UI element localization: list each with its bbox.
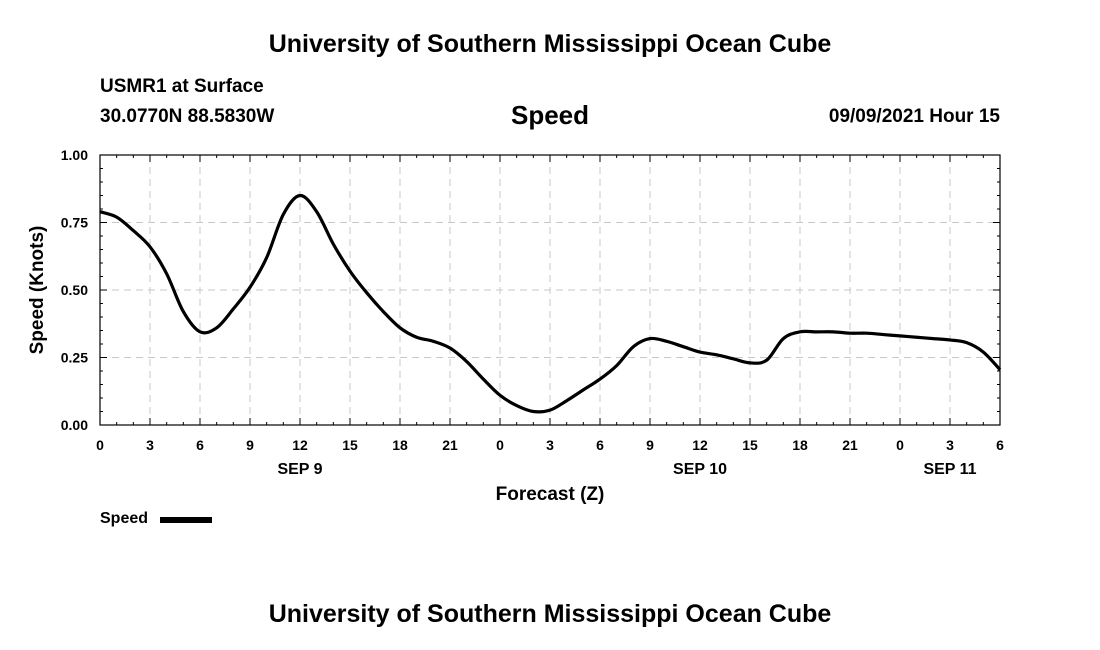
station-label: USMR1 at Surface xyxy=(100,76,264,97)
valid-time-label: 09/09/2021 Hour 15 xyxy=(828,106,1000,127)
bottom-title: University of Southern Mississippi Ocean… xyxy=(268,600,832,628)
date-label: SEP 9 xyxy=(277,461,322,478)
x-tick-label: 21 xyxy=(842,437,858,453)
coordinates-label: 30.0770N 88.5830W xyxy=(100,106,275,127)
variable-title: Speed xyxy=(510,100,590,130)
x-tick-label: 9 xyxy=(246,437,254,453)
x-tick-label: 3 xyxy=(546,437,554,453)
legend-swatch xyxy=(160,517,212,523)
x-tick-label: 6 xyxy=(596,437,604,453)
x-tick-label: 0 xyxy=(496,437,504,453)
x-tick-label: 3 xyxy=(946,437,954,453)
x-tick-label: 18 xyxy=(392,437,408,453)
speed-chart: 0 3 6 9 12 15 18 21 0 3 6 9 12 15 18 21 0 3 6 0.00 0.25 0.50 0… xyxy=(27,147,1004,505)
x-tick-label: 9 xyxy=(646,437,654,453)
y-tick-label: 0.75 xyxy=(61,215,88,231)
date-label: SEP 10 xyxy=(673,461,727,478)
y-tick-label: 0.25 xyxy=(61,350,88,366)
y-tick-label: 0.00 xyxy=(61,417,88,433)
top-title: University of Southern Mississippi Ocean… xyxy=(268,30,832,58)
x-tick-label: 0 xyxy=(896,437,904,453)
x-axis-label: Forecast (Z) xyxy=(496,484,605,505)
x-tick-label: 6 xyxy=(196,437,204,453)
x-tick-label: 18 xyxy=(792,437,808,453)
x-tick-label: 0 xyxy=(96,437,104,453)
x-tick-label: 3 xyxy=(146,437,154,453)
speed-series-line xyxy=(99,193,1002,414)
x-tick-label: 15 xyxy=(342,437,358,453)
legend-label: Speed xyxy=(100,510,149,527)
x-tick-label: 15 xyxy=(742,437,758,453)
x-tick-label: 12 xyxy=(292,437,308,453)
x-tick-label: 12 xyxy=(692,437,708,453)
x-tick-label: 6 xyxy=(996,437,1004,453)
y-tick-label: 1.00 xyxy=(61,147,88,163)
y-tick-label: 0.50 xyxy=(61,282,88,298)
date-label: SEP 11 xyxy=(923,461,976,478)
y-axis-label: Speed (Knots) xyxy=(27,226,48,355)
x-tick-label: 21 xyxy=(442,437,458,453)
